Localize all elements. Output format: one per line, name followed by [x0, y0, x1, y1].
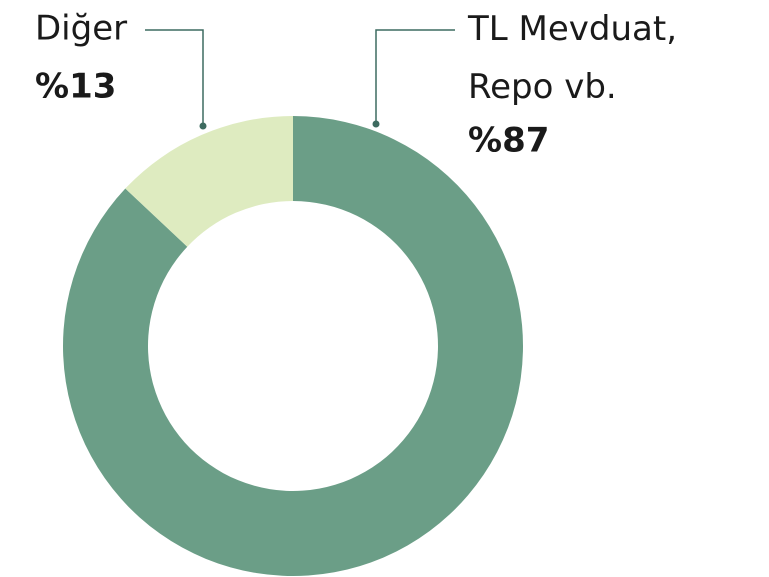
- slice-label: Diğer: [35, 9, 127, 49]
- leader-line: [145, 29, 204, 126]
- donut-slice: [125, 116, 293, 247]
- leader-dot: [199, 122, 207, 130]
- donut-slice: [62, 116, 523, 576]
- slice-value-label: %87: [468, 121, 549, 161]
- leader-line: [375, 29, 455, 124]
- slice-value-label: %13: [35, 67, 116, 107]
- slice-label: TL Mevduat, Repo vb.: [467, 9, 677, 107]
- leader-dot: [372, 120, 380, 128]
